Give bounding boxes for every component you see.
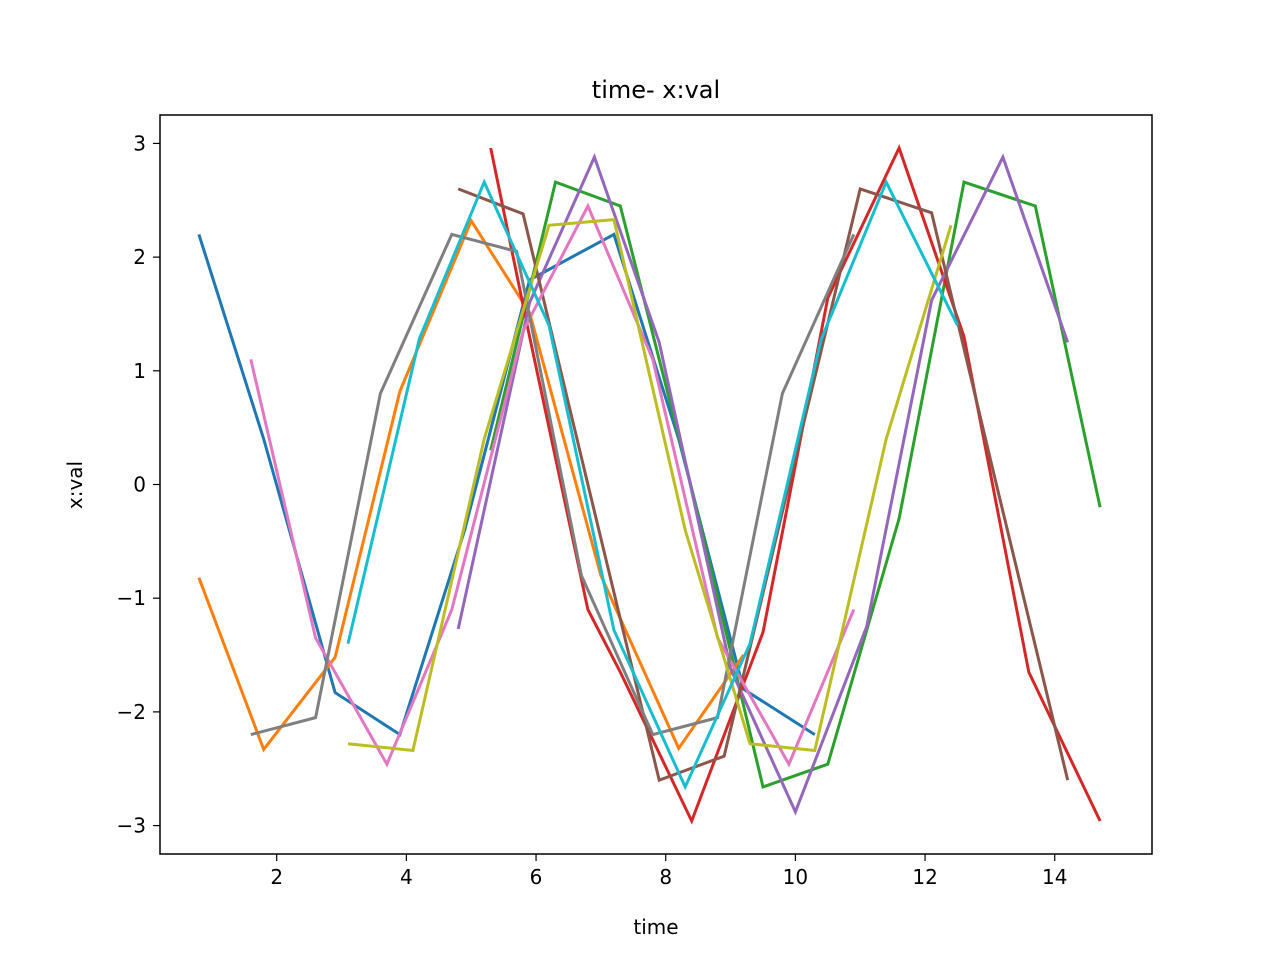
x-tick-label: 6 bbox=[530, 865, 543, 889]
x-axis: 2 4 6 8 10 12 14 bbox=[270, 854, 1067, 889]
x-tick-label: 10 bbox=[783, 865, 808, 889]
series-line-4 bbox=[489, 144, 1102, 825]
x-tick-label: 8 bbox=[659, 865, 672, 889]
chart-title: time- x:val bbox=[592, 76, 720, 104]
series-line-3 bbox=[489, 180, 1102, 789]
y-tick-label: 0 bbox=[133, 473, 146, 497]
series-line-5 bbox=[456, 153, 1070, 816]
series-line-1 bbox=[197, 232, 816, 737]
y-tick-label: −1 bbox=[117, 586, 146, 610]
plot-lines bbox=[197, 144, 1102, 825]
series-line-7 bbox=[249, 202, 856, 768]
y-axis: −3 −2 −1 0 1 2 3 bbox=[117, 131, 160, 838]
x-tick-label: 14 bbox=[1042, 865, 1067, 889]
y-axis-label: x:val bbox=[63, 461, 87, 509]
y-tick-label: 3 bbox=[133, 131, 146, 155]
series-line-2 bbox=[197, 217, 745, 753]
y-tick-label: −3 bbox=[117, 814, 146, 838]
y-tick-label: −2 bbox=[117, 700, 146, 724]
x-axis-label: time bbox=[633, 915, 678, 939]
series-line-8 bbox=[250, 232, 856, 737]
x-tick-label: 12 bbox=[912, 865, 937, 889]
series-line-10 bbox=[346, 178, 959, 791]
x-tick-label: 4 bbox=[400, 865, 413, 889]
series-line-9 bbox=[347, 217, 953, 753]
y-tick-label: 2 bbox=[133, 245, 146, 269]
x-tick-label: 2 bbox=[270, 865, 283, 889]
y-tick-label: 1 bbox=[133, 359, 146, 383]
